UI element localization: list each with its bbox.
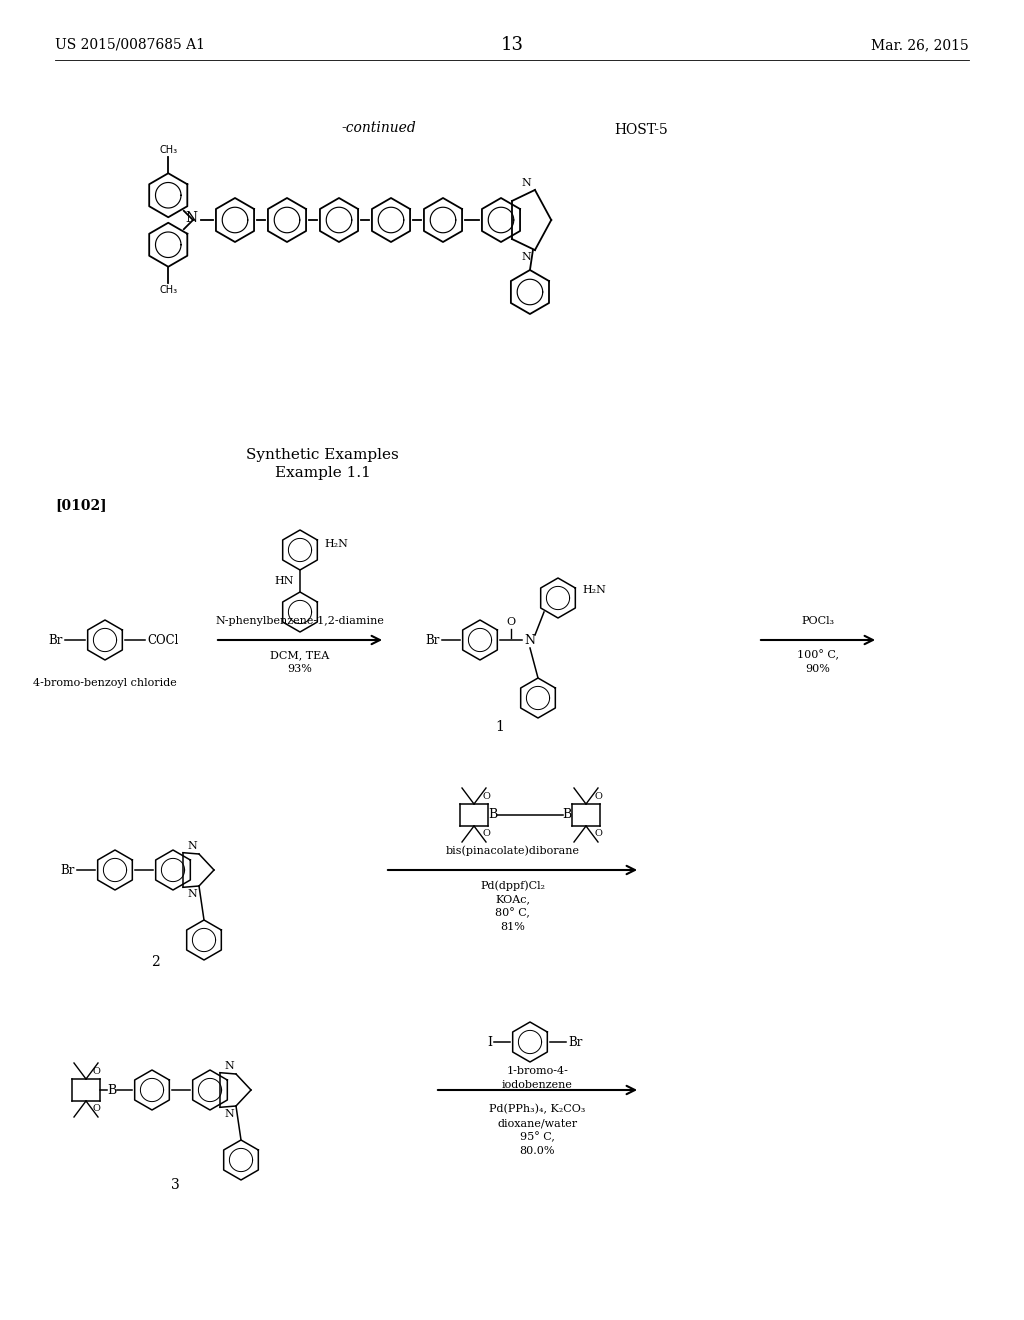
Text: I: I bbox=[487, 1035, 492, 1048]
Text: B: B bbox=[562, 808, 571, 821]
Text: Br: Br bbox=[60, 863, 75, 876]
Text: bis(pinacolate)diborane: bis(pinacolate)diborane bbox=[445, 845, 580, 855]
Text: Mar. 26, 2015: Mar. 26, 2015 bbox=[871, 38, 969, 51]
Text: KOAc,: KOAc, bbox=[495, 894, 530, 904]
Text: HOST-5: HOST-5 bbox=[614, 123, 668, 137]
Text: N-phenylbenzene-1,2-diamine: N-phenylbenzene-1,2-diamine bbox=[216, 616, 384, 626]
Text: POCl₃: POCl₃ bbox=[802, 616, 835, 626]
Text: Example 1.1: Example 1.1 bbox=[274, 466, 371, 480]
Text: 80.0%: 80.0% bbox=[520, 1146, 555, 1156]
Text: B: B bbox=[488, 808, 498, 821]
Text: 80° C,: 80° C, bbox=[495, 908, 530, 919]
Text: N: N bbox=[224, 1109, 234, 1119]
Text: O: O bbox=[92, 1104, 100, 1113]
Text: 90%: 90% bbox=[806, 664, 830, 675]
Text: dioxane/water: dioxane/water bbox=[498, 1118, 578, 1129]
Text: [0102]: [0102] bbox=[55, 498, 106, 512]
Text: O: O bbox=[507, 616, 515, 627]
Text: O: O bbox=[482, 792, 489, 801]
Text: N: N bbox=[185, 211, 197, 224]
Text: 4-bromo-benzoyl chloride: 4-bromo-benzoyl chloride bbox=[33, 678, 177, 688]
Text: 3: 3 bbox=[171, 1177, 179, 1192]
Text: HN: HN bbox=[274, 576, 294, 586]
Text: N: N bbox=[187, 841, 197, 851]
Text: B: B bbox=[108, 1084, 117, 1097]
Text: 13: 13 bbox=[501, 36, 523, 54]
Text: O: O bbox=[482, 829, 489, 838]
Text: 100° C,: 100° C, bbox=[797, 649, 839, 660]
Text: US 2015/0087685 A1: US 2015/0087685 A1 bbox=[55, 38, 205, 51]
Text: N: N bbox=[521, 178, 530, 187]
Text: 95° C,: 95° C, bbox=[520, 1133, 555, 1143]
Text: 1-bromo-4-: 1-bromo-4- bbox=[507, 1067, 568, 1076]
Text: N: N bbox=[521, 252, 530, 263]
Text: O: O bbox=[92, 1067, 100, 1076]
Text: H₂N: H₂N bbox=[324, 539, 348, 549]
Text: Pd(PPh₃)₄, K₂CO₃: Pd(PPh₃)₄, K₂CO₃ bbox=[489, 1104, 586, 1114]
Text: N: N bbox=[187, 888, 197, 899]
Text: N: N bbox=[524, 634, 536, 647]
Text: N: N bbox=[224, 1061, 234, 1071]
Text: 81%: 81% bbox=[500, 921, 525, 932]
Text: iodobenzene: iodobenzene bbox=[502, 1080, 573, 1090]
Text: 1: 1 bbox=[496, 719, 505, 734]
Text: Pd(dppf)Cl₂: Pd(dppf)Cl₂ bbox=[480, 880, 545, 891]
Text: DCM, TEA: DCM, TEA bbox=[270, 649, 330, 660]
Text: CH₃: CH₃ bbox=[159, 285, 177, 294]
Text: Synthetic Examples: Synthetic Examples bbox=[246, 447, 399, 462]
Text: 2: 2 bbox=[151, 954, 160, 969]
Text: Br: Br bbox=[426, 634, 440, 647]
Text: O: O bbox=[594, 792, 602, 801]
Text: 93%: 93% bbox=[288, 664, 312, 675]
Text: O: O bbox=[594, 829, 602, 838]
Text: Br: Br bbox=[568, 1035, 583, 1048]
Text: H₂N: H₂N bbox=[582, 585, 606, 595]
Text: -continued: -continued bbox=[342, 121, 416, 135]
Text: COCl: COCl bbox=[147, 634, 178, 647]
Text: Br: Br bbox=[48, 634, 63, 647]
Text: CH₃: CH₃ bbox=[159, 145, 177, 156]
